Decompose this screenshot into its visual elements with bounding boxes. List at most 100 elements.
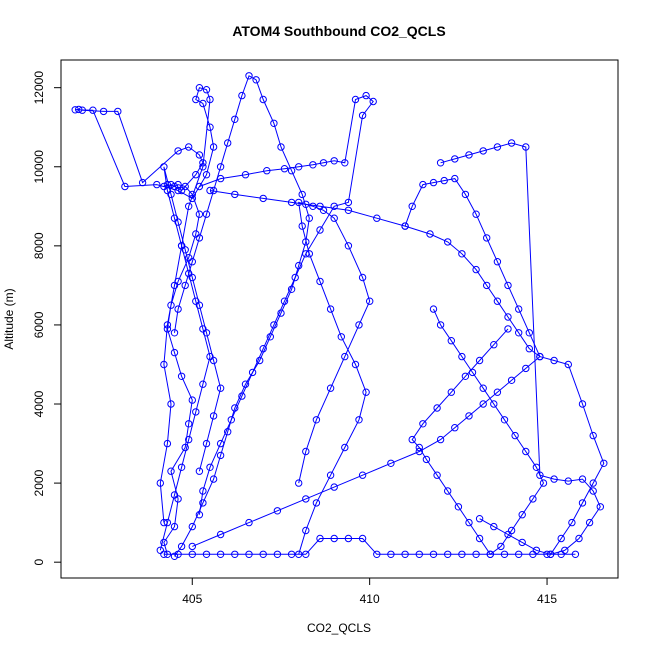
data-point [195, 234, 204, 242]
data-point [401, 550, 409, 558]
data-point [504, 325, 512, 333]
data-point [185, 420, 193, 428]
data-point [341, 352, 349, 361]
data-point [472, 550, 480, 558]
data-point [504, 313, 512, 321]
data-point [192, 95, 200, 104]
data-point [493, 297, 502, 305]
data-point [224, 139, 232, 147]
x-axis-label: CO2_QCLS [307, 621, 371, 635]
data-point [309, 161, 317, 169]
data-point [160, 538, 168, 547]
data-point [344, 242, 353, 250]
data-point [209, 475, 218, 483]
data-point [596, 503, 604, 511]
data-point [199, 487, 207, 495]
y-axis-label: Altitude (m) [2, 288, 16, 349]
data-point [312, 416, 321, 424]
data-point [326, 305, 335, 313]
data-point [451, 424, 459, 432]
data-point [216, 163, 225, 171]
series-line [198, 95, 374, 515]
data-point [202, 86, 211, 94]
data-point [358, 534, 367, 543]
data-point [206, 463, 214, 471]
data-point [330, 534, 338, 543]
data-point [522, 364, 530, 373]
data-point [539, 479, 548, 487]
y-axis: 0 2000 4000 6000 8000 10000 12000 [32, 71, 61, 566]
data-point [344, 206, 353, 215]
data-point [156, 546, 165, 554]
data-point [436, 321, 445, 329]
data-point [99, 107, 108, 116]
data-point [578, 400, 587, 408]
data-point [277, 143, 285, 151]
data-point [202, 171, 211, 179]
data-point [174, 186, 182, 195]
data-point [188, 542, 197, 551]
data-point [174, 147, 182, 155]
data-point [447, 337, 455, 345]
data-point [114, 107, 122, 116]
data-point [358, 111, 367, 120]
data-point [454, 503, 463, 511]
data-point [238, 91, 246, 100]
data-point [199, 159, 207, 167]
data-point [188, 273, 197, 282]
data-point [163, 325, 172, 333]
data-point [185, 435, 193, 444]
y-tick-label: 12000 [32, 71, 46, 105]
data-point [170, 281, 179, 290]
data-point [358, 273, 367, 282]
x-axis: 405 410 415 [182, 578, 557, 606]
data-point [181, 281, 189, 290]
data-point [330, 157, 338, 165]
data-point [522, 143, 530, 151]
data-point [216, 530, 225, 539]
series-line [159, 166, 222, 551]
data-point [199, 99, 207, 108]
data-point [174, 218, 182, 226]
data-point [202, 210, 211, 218]
data-point [270, 119, 278, 128]
data-point [419, 180, 427, 189]
data-point [468, 368, 477, 377]
data-point [199, 163, 207, 171]
data-point [575, 534, 583, 543]
data-point [568, 518, 576, 527]
data-point [195, 511, 204, 519]
data-point [305, 214, 313, 222]
data-point [248, 368, 257, 377]
data-point [589, 431, 597, 440]
data-point [188, 194, 197, 203]
data-point [472, 265, 480, 274]
data-point [529, 550, 537, 558]
data-point [163, 439, 172, 448]
data-point [181, 443, 189, 452]
data-point [326, 384, 335, 392]
data-point [518, 511, 526, 519]
data-point [195, 151, 204, 159]
data-point [504, 281, 512, 290]
data-point [493, 258, 502, 266]
data-point [316, 202, 324, 211]
plot-frame [60, 59, 619, 579]
series-line [209, 190, 605, 555]
data-point [571, 550, 580, 558]
data-point [337, 333, 345, 341]
data-point [195, 182, 204, 191]
data-point [259, 95, 267, 104]
data-point [344, 198, 353, 207]
y-tick-label: 0 [32, 559, 46, 566]
data-point [355, 416, 363, 424]
series-line [163, 538, 576, 555]
data-point [504, 530, 512, 539]
data-point [479, 384, 487, 392]
x-tick-label: 410 [360, 592, 380, 606]
data-point [362, 388, 370, 396]
data-point [202, 439, 211, 448]
data-point [589, 487, 597, 495]
data-point [273, 550, 282, 558]
data-point [195, 84, 204, 92]
